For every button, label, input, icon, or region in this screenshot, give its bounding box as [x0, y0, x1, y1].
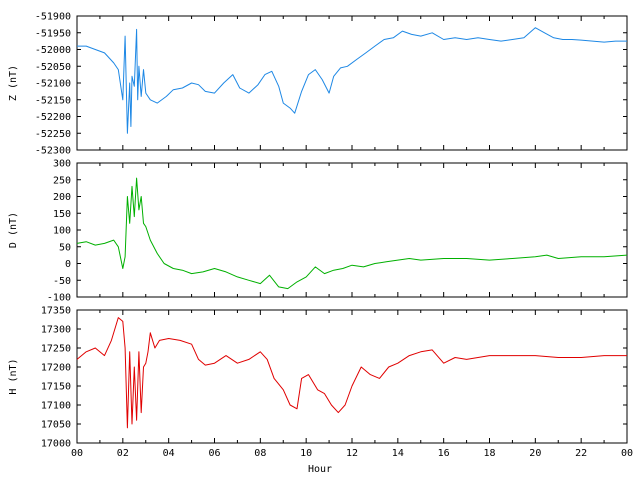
x-tick-label: 02 [117, 448, 129, 459]
h-y-tick-label: 17350 [41, 306, 71, 317]
x-tick-label: 20 [529, 448, 541, 459]
x-axis-label: Hour [308, 464, 332, 475]
d-y-tick-label: -50 [53, 276, 71, 287]
d-y-tick-label: 250 [53, 175, 71, 186]
z-y-tick-label: -51900 [35, 12, 71, 23]
z-y-tick-label: -52300 [35, 146, 71, 157]
z-y-tick-label: -52250 [35, 129, 71, 140]
d-panel: 300 250 200 150 100 50 0 -50 -100 D (nT) [8, 159, 628, 304]
d-plot-frame [76, 162, 628, 298]
x-tick-label: 12 [346, 448, 358, 459]
d-y-tick-label: 0 [65, 259, 71, 270]
d-y-tick-label: 50 [59, 242, 71, 253]
x-tick-label: 10 [300, 448, 312, 459]
x-tick-label: 18 [483, 448, 495, 459]
h-y-axis-label: H (nT) [8, 358, 19, 394]
h-y-tick-label: 17000 [41, 439, 71, 450]
z-plot-frame [76, 15, 628, 151]
z-y-tick-label: -52000 [35, 45, 71, 56]
h-plot-frame [76, 309, 628, 444]
h-y-tick-label: 17150 [41, 382, 71, 393]
h-series-line [76, 317, 627, 429]
z-y-tick-label: -51950 [35, 28, 71, 39]
z-series-line [77, 27, 627, 134]
h-y-tick-label: 17250 [41, 344, 71, 355]
d-y-tick-label: 100 [53, 226, 71, 237]
h-y-tick-label: 17100 [41, 401, 71, 412]
z-panel: -51900 -51950 -52000 -52050 -52100 -52150 -522… [8, 12, 628, 157]
h-y-tick-label: 17050 [41, 420, 71, 431]
h-y-tick-label: 17300 [41, 325, 71, 336]
x-tick-label: 06 [208, 448, 220, 459]
x-tick-label: 00 [621, 448, 633, 459]
d-series-line [76, 177, 628, 290]
x-tick-label: 14 [392, 448, 404, 459]
h-panel: 17350 17300 17250 17200 17150 17100 17050 17000… [8, 306, 633, 460]
d-y-axis-label: D (nT) [8, 212, 19, 248]
d-y-tick-label: 200 [53, 192, 71, 203]
d-y-tick-label: 150 [53, 209, 71, 220]
z-y-tick-label: -52150 [35, 95, 71, 106]
x-tick-label: 04 [163, 448, 175, 459]
x-tick-label: 22 [575, 448, 587, 459]
z-y-tick-label: -52050 [35, 62, 71, 73]
h-y-tick-label: 17200 [41, 363, 71, 374]
d-y-tick-label: 300 [53, 159, 71, 170]
z-y-axis-label: Z (nT) [8, 65, 19, 101]
d-y-tick-label: -100 [47, 293, 71, 304]
x-tick-label: 16 [438, 448, 450, 459]
z-y-tick-label: -52100 [35, 79, 71, 90]
x-tick-label: 00 [71, 448, 83, 459]
x-tick-label: 08 [254, 448, 266, 459]
z-y-tick-label: -52200 [35, 112, 71, 123]
